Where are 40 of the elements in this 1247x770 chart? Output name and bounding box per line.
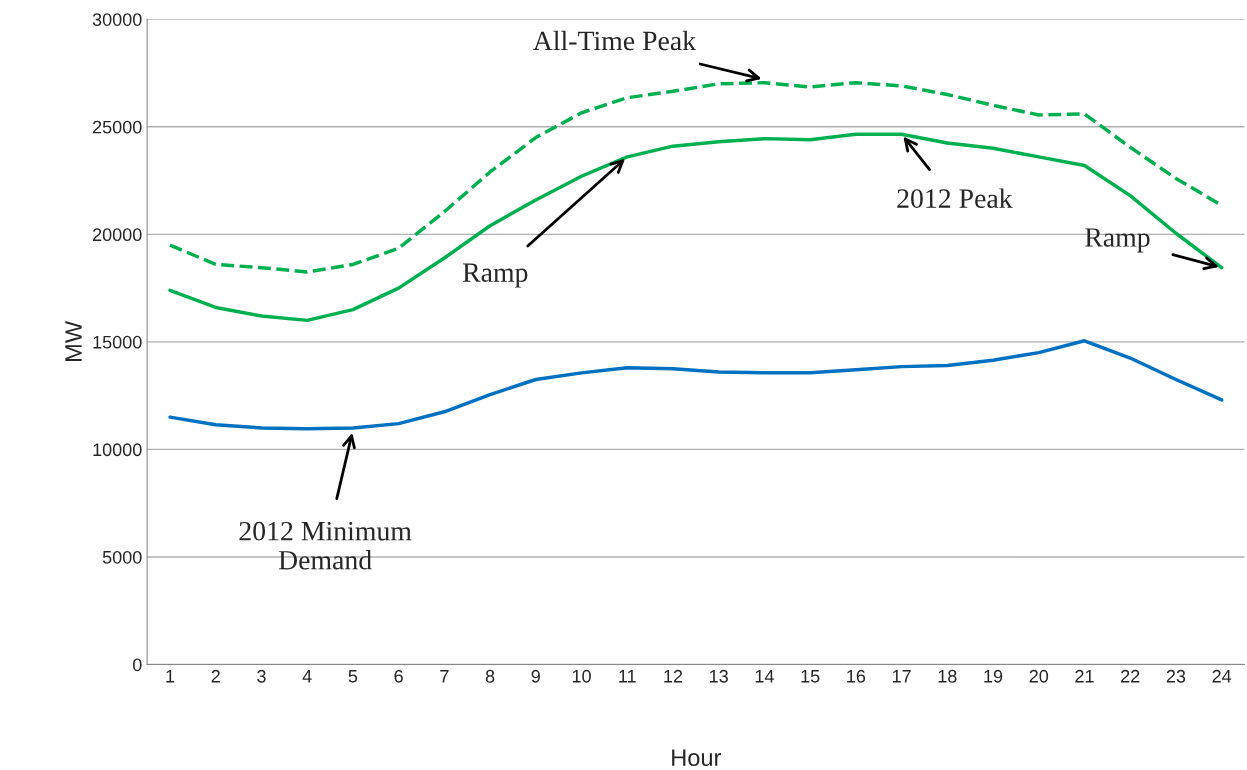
annotation: 2012 Peak [897, 188, 1013, 208]
x-tick-label: 19 [984, 669, 1003, 683]
x-tick-label: 1 [166, 670, 175, 683]
y-tick-label: 30000 [92, 13, 142, 26]
line-series [168, 132, 1224, 323]
x-tick-label: 16 [847, 669, 866, 683]
y-tick-label: 10000 [93, 443, 142, 457]
x-tick-label: 22 [1121, 669, 1140, 683]
line-series [168, 339, 1224, 431]
y-tick-label: 25000 [92, 120, 142, 134]
annotation: Ramp [462, 263, 528, 288]
x-tick-label: 24 [1212, 669, 1232, 683]
x-tick-label: 4 [302, 670, 312, 683]
x-tick-label: 15 [801, 670, 820, 683]
annotation: 2012 Minimum Demand [239, 521, 412, 570]
annotation: All-Time Peak [533, 30, 697, 51]
x-tick-label: 17 [892, 670, 911, 683]
x-tick-label: 21 [1075, 669, 1094, 683]
x-tick-label: 5 [348, 670, 358, 683]
x-tick-label: 10 [572, 669, 591, 683]
x-tick-label: 14 [755, 670, 774, 683]
y-tick-label: 15000 [93, 335, 142, 349]
x-tick-label: 2 [211, 669, 220, 683]
y-tick-label: 0 [132, 658, 142, 672]
y-axis-title: MW [65, 320, 82, 361]
x-tick-label: 18 [938, 669, 957, 683]
x-tick-label: 6 [394, 669, 403, 683]
x-tick-label: 23 [1166, 669, 1186, 683]
x-tick-label: 3 [257, 669, 266, 683]
x-axis-title: Hour [672, 749, 722, 767]
x-tick-label: 13 [710, 669, 728, 683]
y-tick-label: 20000 [92, 228, 142, 242]
annotation: Ramp [1085, 228, 1150, 253]
x-tick-label: 12 [664, 669, 683, 683]
x-tick-label: 7 [440, 670, 449, 683]
y-tick-label: 5000 [102, 550, 142, 564]
x-tick-label: 8 [485, 669, 495, 683]
x-tick-label: 20 [1029, 669, 1049, 683]
x-tick-label: 9 [531, 669, 540, 683]
x-tick-label: 11 [619, 670, 636, 683]
